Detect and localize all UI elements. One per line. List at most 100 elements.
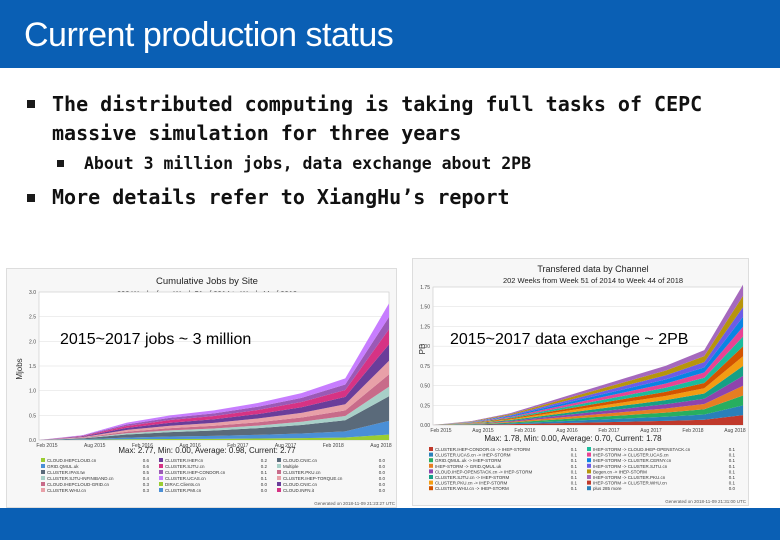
jobs-chart-legend-swatch — [159, 458, 163, 462]
jobs-chart-legend-swatch — [277, 470, 281, 474]
jobs-chart-legend-value: 0.0 — [379, 482, 386, 487]
jobs-chart-legend-label: CLUSTER.SJTU.cn — [165, 464, 205, 469]
slide-title: Current production status — [24, 16, 394, 54]
footer-bar — [0, 508, 780, 540]
transfer-chart-legend-label: IHEP-STORM -> GRID.QMUL.uk — [435, 464, 502, 469]
transfer-chart-legend-label: CLUSTER.PKU.cn -> IHEP-STORM — [435, 481, 508, 486]
transfer-chart-plot: 0.00 0.25 0.50 0.75 1.00 1.25 1.50 1.75 Feb 2015… — [420, 284, 746, 434]
jobs-chart-xtick-label: Feb 2018 — [323, 443, 344, 449]
jobs-chart-area-series — [39, 396, 389, 440]
jobs-chart-legend-label: Multiple — [283, 464, 299, 469]
jobs-chart-legend-value: 0.1 — [261, 470, 268, 475]
jobs-chart-legend-label: GRID.QMUL.uk — [47, 464, 79, 469]
transfer-chart-legend-label: Begen.cn -> IHEP-STORM — [593, 469, 647, 474]
jobs-chart-area-series — [39, 344, 389, 440]
bullet-1-line-2: massive simulation for three years — [52, 121, 462, 145]
transfer-chart-xtick-label: Aug 2017 — [640, 428, 662, 434]
transfer-chart-legend: CLUSTER.IHEP-CONDOR.cn -> IHEP-STORM 0.1 C… — [429, 447, 735, 491]
title-bar: Current production status — [0, 0, 780, 68]
transfer-chart-legend-label: IHEP-STORM -> CLUSTER.SJTU.cn — [593, 464, 668, 469]
jobs-chart-legend-value: 0.6 — [143, 464, 150, 469]
transfer-chart-legend-label: IHEP-STORM -> CLOUD.IHEP-OPENSTACK.cn — [593, 447, 691, 452]
jobs-chart-legend-swatch — [41, 470, 45, 474]
bullet-1-line-1: The distributed computing is taking full… — [52, 92, 703, 116]
transfer-chart-legend-swatch — [587, 447, 591, 451]
jobs-chart-legend-swatch — [277, 476, 281, 480]
jobs-chart-legend-swatch — [277, 458, 281, 462]
jobs-overlay-label: 2015~2017 jobs ~ 3 million — [60, 331, 252, 348]
jobs-chart-legend-label: CLUSTER.IHEP.cn — [165, 458, 204, 463]
transfer-chart-legend-swatch — [587, 475, 591, 479]
jobs-chart-ytick-label: 2.0 — [29, 339, 36, 345]
transfer-chart-legend-value: 0.0 — [729, 486, 736, 491]
jobs-chart-panel: Cumulative Jobs by Site 202 Weeks from W… — [6, 268, 397, 508]
bullet-marker-2 — [57, 160, 64, 167]
jobs-chart-legend-label: CLUSTER.WHU.cn — [47, 488, 87, 493]
transfer-chart-xtick-label: Feb 2015 — [430, 428, 451, 434]
transfer-chart-legend-swatch — [587, 458, 591, 463]
transfer-chart-subtitle: 202 Weeks from Week 51 of 2014 to Week 4… — [503, 276, 683, 285]
transfer-chart-area-series — [433, 385, 743, 425]
jobs-chart-legend-label: CLUSTER.IHEP-TORQUE.cn — [283, 476, 343, 481]
jobs-chart-area-series — [39, 374, 389, 440]
jobs-chart-legend-label: CLOUD.IHEPCLOUD-GRID.cn — [47, 482, 110, 487]
jobs-chart-area-series — [39, 420, 389, 440]
transfer-chart-xtick-label: Feb 2016 — [514, 428, 535, 434]
jobs-chart-plot: 0.0 0.5 1.0 1.5 2.0 2.5 3.0 Feb 2015 Aug 2015 Feb… — [29, 290, 392, 449]
jobs-chart-xtick-label: Aug 2018 — [370, 443, 392, 449]
jobs-chart-legend-label: CLOUD.CNIC.cn — [283, 482, 318, 487]
transfer-chart-legend-swatch — [429, 447, 433, 451]
jobs-chart-legend-value: 0.0 — [379, 458, 386, 463]
jobs-chart-title: Cumulative Jobs by Site — [156, 276, 258, 287]
transfer-chart-legend-value: 0.1 — [571, 486, 578, 491]
jobs-chart-legend-value: 0.0 — [379, 488, 386, 493]
transfer-chart-legend-swatch — [587, 480, 591, 485]
jobs-chart-legend-swatch — [277, 488, 281, 492]
jobs-chart-ylabel: Mjobs — [15, 358, 24, 379]
transfer-chart-xtick-label: Aug 2016 — [556, 428, 578, 434]
transfer-chart-legend-label: CLUSTER.WHU.cn -> IHEP-STORM — [435, 486, 509, 491]
jobs-chart-legend-value: 0.0 — [261, 482, 268, 487]
jobs-chart-ytick-label: 2.5 — [29, 315, 36, 321]
transfer-chart-legend-swatch — [587, 463, 591, 468]
bullet-3: More details refer to XiangHu’s report — [52, 185, 510, 209]
jobs-chart-legend-value: 0.6 — [143, 458, 150, 463]
jobs-chart-area-series — [39, 317, 389, 440]
jobs-chart-area-series — [39, 386, 389, 440]
transfer-chart-legend-swatch — [429, 463, 433, 468]
transfer-chart-legend-value: 0.1 — [729, 447, 736, 452]
transfer-chart-ytick-label: 0.00 — [420, 423, 430, 429]
jobs-chart-ytick-label: 0.0 — [29, 438, 36, 444]
jobs-chart-legend-swatch — [41, 464, 45, 468]
transfer-chart-legend-value: 0.1 — [729, 469, 736, 474]
transfer-overlay-label: 2015~2017 data exchange ~ 2PB — [450, 331, 689, 348]
transfer-chart-legend-label: IHEP-STORM -> CLUSTER.PKU.cn — [593, 475, 666, 480]
jobs-chart-legend-label: CLUSTER.PMI.cn — [165, 488, 202, 493]
jobs-chart-legend-swatch — [277, 482, 281, 486]
jobs-chart-generated: Generated on 2018-11-09 21:23:27 UTC — [314, 501, 395, 506]
jobs-chart-legend-value: 0.2 — [261, 458, 268, 463]
transfer-chart-legend-label: IHEP-STORM -> CLUSTER.UCAS.cn — [593, 453, 669, 458]
transfer-chart-xtick-label: Feb 2017 — [598, 428, 619, 434]
transfer-chart-legend-label: IHEP-STORM -> CLUSTER.WHU.cn — [593, 481, 667, 486]
jobs-chart-ytick-label: 1.0 — [29, 389, 36, 395]
jobs-chart-legend-swatch — [41, 488, 45, 492]
jobs-chart-xtick-label: Aug 2015 — [84, 443, 106, 449]
transfer-chart-legend-swatch — [429, 469, 433, 474]
jobs-chart-legend-label: CLUSTER.UCAS.cn — [165, 476, 206, 481]
jobs-chart-legend-value: 0.3 — [143, 482, 150, 487]
jobs-chart-legend-swatch — [41, 482, 45, 486]
transfer-chart-legend-label: CLUSTER.UCAS.cn -> IHEP-STORM — [435, 453, 511, 458]
bullet-2: About 3 million jobs, data exchange abou… — [84, 154, 532, 173]
jobs-chart-area-series — [39, 434, 389, 440]
transfer-chart-legend-swatch — [429, 475, 433, 479]
transfer-chart-xtick-label: Aug 2015 — [472, 428, 494, 434]
transfer-chart-legend-value: 0.1 — [729, 475, 736, 480]
jobs-chart-legend-label: CLOUD.INFN.it — [283, 488, 315, 493]
transfer-chart-ytick-label: 1.50 — [420, 305, 430, 311]
jobs-chart-legend-label: CLUSTER.PKU.cn — [283, 470, 321, 475]
jobs-chart-area-series — [39, 303, 389, 440]
transfer-chart-legend-swatch — [587, 486, 591, 491]
transfer-chart-summary: Max: 1.78, Min: 0.00, Average: 0.70, Cur… — [484, 434, 662, 443]
transfer-chart-legend-swatch — [429, 486, 433, 491]
